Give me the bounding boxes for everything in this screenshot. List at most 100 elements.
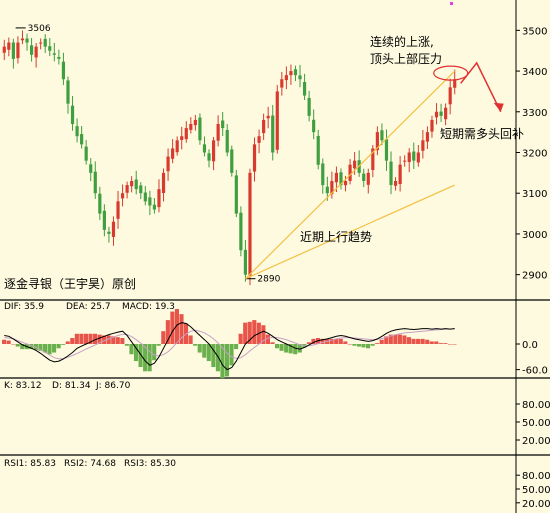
macd-bar — [174, 309, 179, 344]
macd-tick-label: -60.0 — [522, 366, 548, 377]
candle-body — [211, 140, 216, 162]
candle-body — [93, 171, 97, 194]
macd-bar — [115, 337, 120, 344]
macd-bar — [329, 338, 334, 344]
macd-bar — [133, 344, 139, 362]
candle-body — [280, 79, 284, 88]
macd-bar — [343, 341, 348, 344]
j-legend: J: 86.70 — [95, 381, 131, 391]
candle-body — [453, 79, 457, 88]
macd-bar — [70, 338, 75, 344]
dea-line — [4, 328, 455, 360]
candle-body — [284, 75, 288, 81]
candle-body — [139, 185, 143, 194]
candle-body — [403, 160, 407, 162]
candle-body — [189, 124, 193, 130]
macd-bar — [279, 344, 284, 351]
macd-bar — [197, 344, 202, 353]
candle-body — [393, 181, 398, 186]
macd-bar — [425, 339, 430, 344]
macd-bar — [238, 333, 243, 344]
macd-bar — [406, 337, 412, 344]
candle-body — [225, 129, 229, 153]
macd-bar — [111, 336, 116, 344]
dif-legend: DIF: 35.9 — [4, 302, 44, 312]
macd-bar — [220, 344, 225, 379]
candle-body — [57, 56, 61, 59]
macd-bar — [443, 343, 448, 344]
candle-body — [70, 105, 75, 124]
candle-body — [407, 152, 411, 163]
candle-body — [34, 46, 38, 58]
macd-bar — [206, 344, 211, 362]
macd-bar — [161, 331, 166, 344]
dea-legend: DEA: 25.7 — [66, 302, 111, 312]
price-tick-label: 3100 — [522, 189, 547, 200]
candle-body — [243, 249, 248, 275]
rsi1-legend: RSI1: 85.83 — [4, 459, 56, 469]
candle-body — [116, 201, 120, 219]
macd-bar — [202, 344, 207, 358]
candle-body — [353, 160, 357, 169]
macd-bar — [284, 344, 289, 353]
candle-body — [134, 179, 138, 190]
candle-body — [334, 172, 339, 183]
y-axis-labels: 3500 3400 3300 3200 3100 3000 2900 0.0 -60.0 80.0… — [516, 26, 550, 510]
price-tick-label: 3400 — [522, 67, 547, 78]
macd-bar — [320, 338, 325, 344]
macd-bar — [275, 344, 280, 349]
candle-body — [2, 46, 6, 53]
candle-body — [29, 45, 34, 55]
macd-bar — [434, 341, 439, 344]
macd-bar — [265, 334, 270, 344]
macd-bar — [2, 339, 7, 344]
macd-bar — [120, 338, 125, 344]
d-legend: D: 81.34 — [52, 381, 91, 391]
macd-bar — [65, 341, 70, 344]
macd-bar — [352, 344, 357, 346]
macd-bar — [88, 333, 93, 344]
lower-trendline — [245, 184, 455, 280]
macd-bar — [6, 340, 11, 344]
candle-body — [102, 210, 106, 230]
macd-bar — [229, 344, 234, 366]
candle-body — [130, 181, 134, 187]
macd-bar — [420, 338, 425, 344]
resistance-ellipse — [433, 65, 469, 81]
macd-bar — [83, 333, 88, 344]
candle-body — [193, 119, 197, 126]
rsi-tick-label: 50.00 — [522, 485, 550, 496]
candle-body — [89, 164, 93, 173]
macd-bar — [247, 321, 252, 344]
kdj-panel: K: 83.12 D: 81.34 J: 86.70 — [4, 381, 131, 391]
candle-body — [380, 130, 384, 141]
macd-bar — [42, 344, 48, 353]
macd-bar — [402, 335, 407, 344]
candle-body — [325, 186, 329, 194]
macd-bar — [29, 344, 34, 350]
macd-bar — [97, 334, 102, 344]
candle-body — [375, 132, 379, 151]
macd-bar — [170, 311, 175, 344]
candle-body — [75, 126, 79, 137]
candle-body — [430, 119, 434, 132]
candle-body — [398, 164, 402, 184]
candle-body — [61, 61, 66, 80]
candle-body — [120, 193, 125, 199]
macd-bar — [447, 344, 452, 345]
candle-body — [148, 197, 152, 206]
candle-body — [439, 111, 443, 116]
macd-bar — [311, 338, 316, 344]
candle-body — [289, 71, 293, 76]
macd-bar — [293, 344, 298, 355]
macd-bar — [147, 344, 152, 372]
macd-bar — [138, 344, 143, 368]
macd-bar — [74, 333, 79, 344]
candle-body — [434, 111, 439, 118]
macd-bar — [156, 344, 161, 346]
candle-body — [307, 97, 311, 116]
top-marker-dot — [450, 2, 453, 5]
k-legend: K: 83.12 — [4, 381, 42, 391]
candle-body — [52, 53, 56, 55]
